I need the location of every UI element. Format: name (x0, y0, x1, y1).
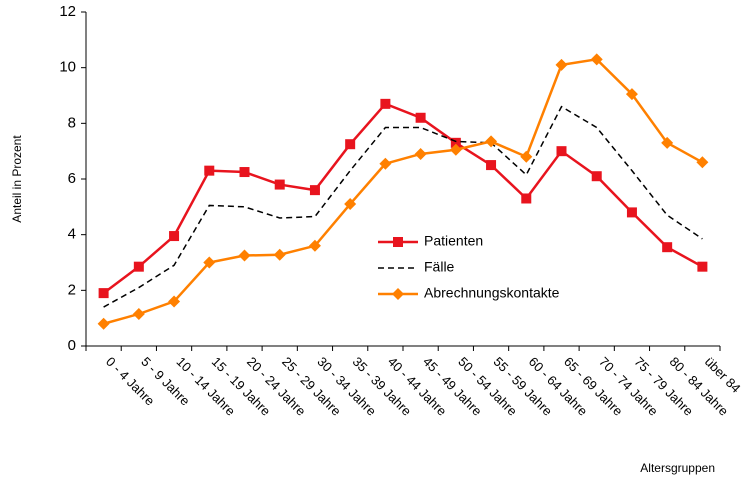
line (102, 102, 703, 295)
marker (380, 98, 391, 109)
x-axis-label: Altersgruppen (640, 461, 715, 475)
marker (238, 249, 251, 262)
marker (662, 242, 673, 253)
marker (203, 256, 216, 269)
marker (625, 88, 638, 101)
marker (344, 198, 357, 211)
marker (309, 185, 320, 196)
line (103, 105, 703, 308)
marker (274, 179, 285, 190)
marker (661, 136, 674, 149)
marker (485, 135, 498, 148)
y-tick-label: 4 (68, 226, 76, 243)
y-axis-label: Anteil in Prozent (10, 135, 24, 223)
marker (591, 171, 602, 182)
marker (626, 207, 637, 218)
marker (133, 261, 144, 272)
marker (98, 288, 109, 299)
marker (273, 248, 286, 261)
marker (414, 147, 427, 160)
marker (520, 150, 533, 163)
legend-label: Abrechnungskontakte (424, 285, 560, 301)
marker (697, 261, 708, 272)
y-tick-label: 6 (68, 170, 76, 187)
marker (97, 317, 110, 330)
marker (449, 143, 462, 156)
line (103, 57, 703, 325)
marker (521, 193, 532, 204)
marker (239, 167, 250, 178)
y-tick-label: 10 (59, 59, 76, 76)
marker (379, 157, 392, 170)
marker (204, 165, 215, 176)
marker (486, 160, 497, 171)
y-tick-label: 0 (68, 337, 76, 354)
marker (393, 237, 403, 247)
marker (169, 231, 180, 242)
y-tick-label: 8 (68, 114, 76, 131)
y-tick-label: 12 (59, 3, 76, 20)
marker (555, 58, 568, 71)
marker (168, 295, 181, 308)
marker (308, 239, 321, 252)
marker (392, 288, 404, 300)
marker (132, 307, 145, 320)
legend-label: Patienten (424, 233, 483, 249)
marker (696, 156, 709, 169)
marker (450, 137, 461, 148)
y-tick-label: 2 (68, 281, 76, 298)
marker (415, 112, 426, 123)
marker (556, 146, 567, 157)
legend-label: Fälle (424, 259, 455, 275)
marker (590, 53, 603, 66)
marker (345, 139, 356, 150)
